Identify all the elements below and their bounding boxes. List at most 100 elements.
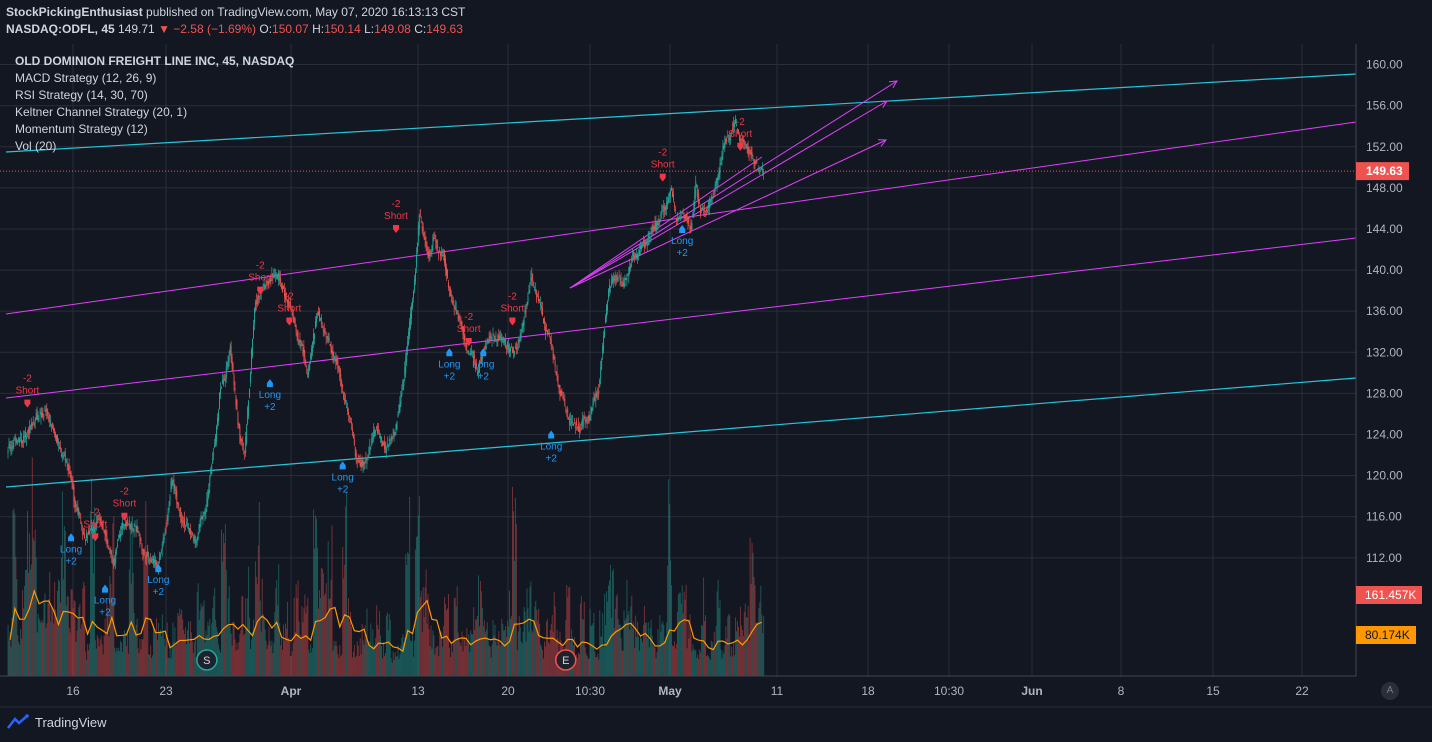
tradingview-logo[interactable]: TradingView [7,714,107,730]
volume-bar [492,620,494,676]
legend-macd[interactable]: MACD Strategy (12, 26, 9) [15,71,157,85]
volume-bar [605,624,607,676]
volume-bar [414,640,415,676]
candle-body [43,415,45,417]
volume-bar [432,630,434,676]
candle-body [324,330,326,332]
candle-body [76,508,78,512]
candle-body [352,432,354,439]
signal-label: Long [259,390,281,401]
candle-body [203,511,205,514]
volume-bar [44,593,46,676]
volume-bar [352,651,354,676]
candle-body [127,523,129,525]
legend-keltner[interactable]: Keltner Channel Strategy (20, 1) [15,105,188,119]
candle-body [327,336,329,340]
candle-body [156,562,157,568]
volume-bar [500,645,502,676]
volume-bar [513,560,515,676]
volume-bar [465,646,467,676]
candle-body [20,437,22,440]
volume-bar [338,658,340,676]
volume-bar [192,653,194,676]
candle-body [459,320,461,324]
long-arrow-icon [446,348,453,357]
legend-title[interactable]: OLD DOMINION FREIGHT LINE INC, 45, NASDA… [15,54,295,68]
volume-bar [549,629,551,676]
candle-body [329,344,331,346]
signal-qty: -2 [392,199,401,210]
candle-body [441,252,443,256]
candle-body [688,218,690,220]
volume-bar [235,650,237,676]
volume-bar [436,646,438,676]
candle-body [155,559,156,566]
candle-body [461,321,463,330]
volume-bar [134,631,136,676]
candle-body [230,345,232,359]
candle-body [404,367,406,376]
candle-body [181,517,183,522]
volume-bar [169,643,171,676]
volume-bar [345,506,347,676]
volume-bar [489,646,491,676]
volume-bar [529,586,531,676]
volume-bar [140,649,142,676]
volume-bar [521,643,523,676]
y-tick-label: 128.00 [1366,386,1403,400]
volume-bar [238,642,240,676]
candle-body [217,418,219,425]
volume-bar [221,561,223,676]
volume-bar [25,570,27,676]
candle-body [67,464,69,471]
volume-bar [666,622,668,676]
volume-bar [541,646,543,676]
candle-body [606,305,607,317]
volume-bar [696,657,698,676]
signal-qty: -2 [464,312,473,323]
candle-body [47,411,49,413]
candle-body [7,450,9,454]
candle-body [357,460,359,462]
candle-body [495,335,497,337]
candle-body [82,530,84,535]
candle-body [582,418,584,427]
candle-body [396,421,398,430]
volume-bar [295,584,297,676]
candle-body [79,513,81,515]
candle-body [294,318,296,327]
legend-momentum[interactable]: Momentum Strategy (12) [15,122,148,136]
volume-bar [81,624,83,676]
volume-bar [498,631,500,676]
candle-body [456,311,458,315]
last-price: 149.71 [118,22,155,36]
volume-bar [641,642,643,676]
candle-body [575,426,576,428]
candle-body [480,354,482,362]
volume-bar [95,648,97,676]
volume-bar [354,657,356,676]
volume-bar [246,627,248,676]
candle-body [745,146,747,148]
candle-body [580,428,582,431]
volume-bar [127,653,129,676]
candle-body [470,350,472,355]
volume-bar [762,632,764,676]
legend-volume[interactable]: Vol (20) [15,139,57,153]
volume-bar [706,654,708,676]
candle-body [29,425,31,429]
volume-bar [341,654,343,676]
auto-scale-button[interactable]: A [1381,682,1399,700]
volume-bar [233,622,235,676]
candle-body [620,278,622,283]
volume-bar [434,654,436,676]
split-marker [196,649,218,671]
candle-body [292,313,294,318]
author-name[interactable]: StockPickingEnthusiast [6,5,143,19]
legend-rsi[interactable]: RSI Strategy (14, 30, 70) [15,88,148,102]
volume-bar [733,643,735,676]
candle-body [306,366,308,368]
candle-body [70,470,72,481]
candle-body [490,336,492,339]
